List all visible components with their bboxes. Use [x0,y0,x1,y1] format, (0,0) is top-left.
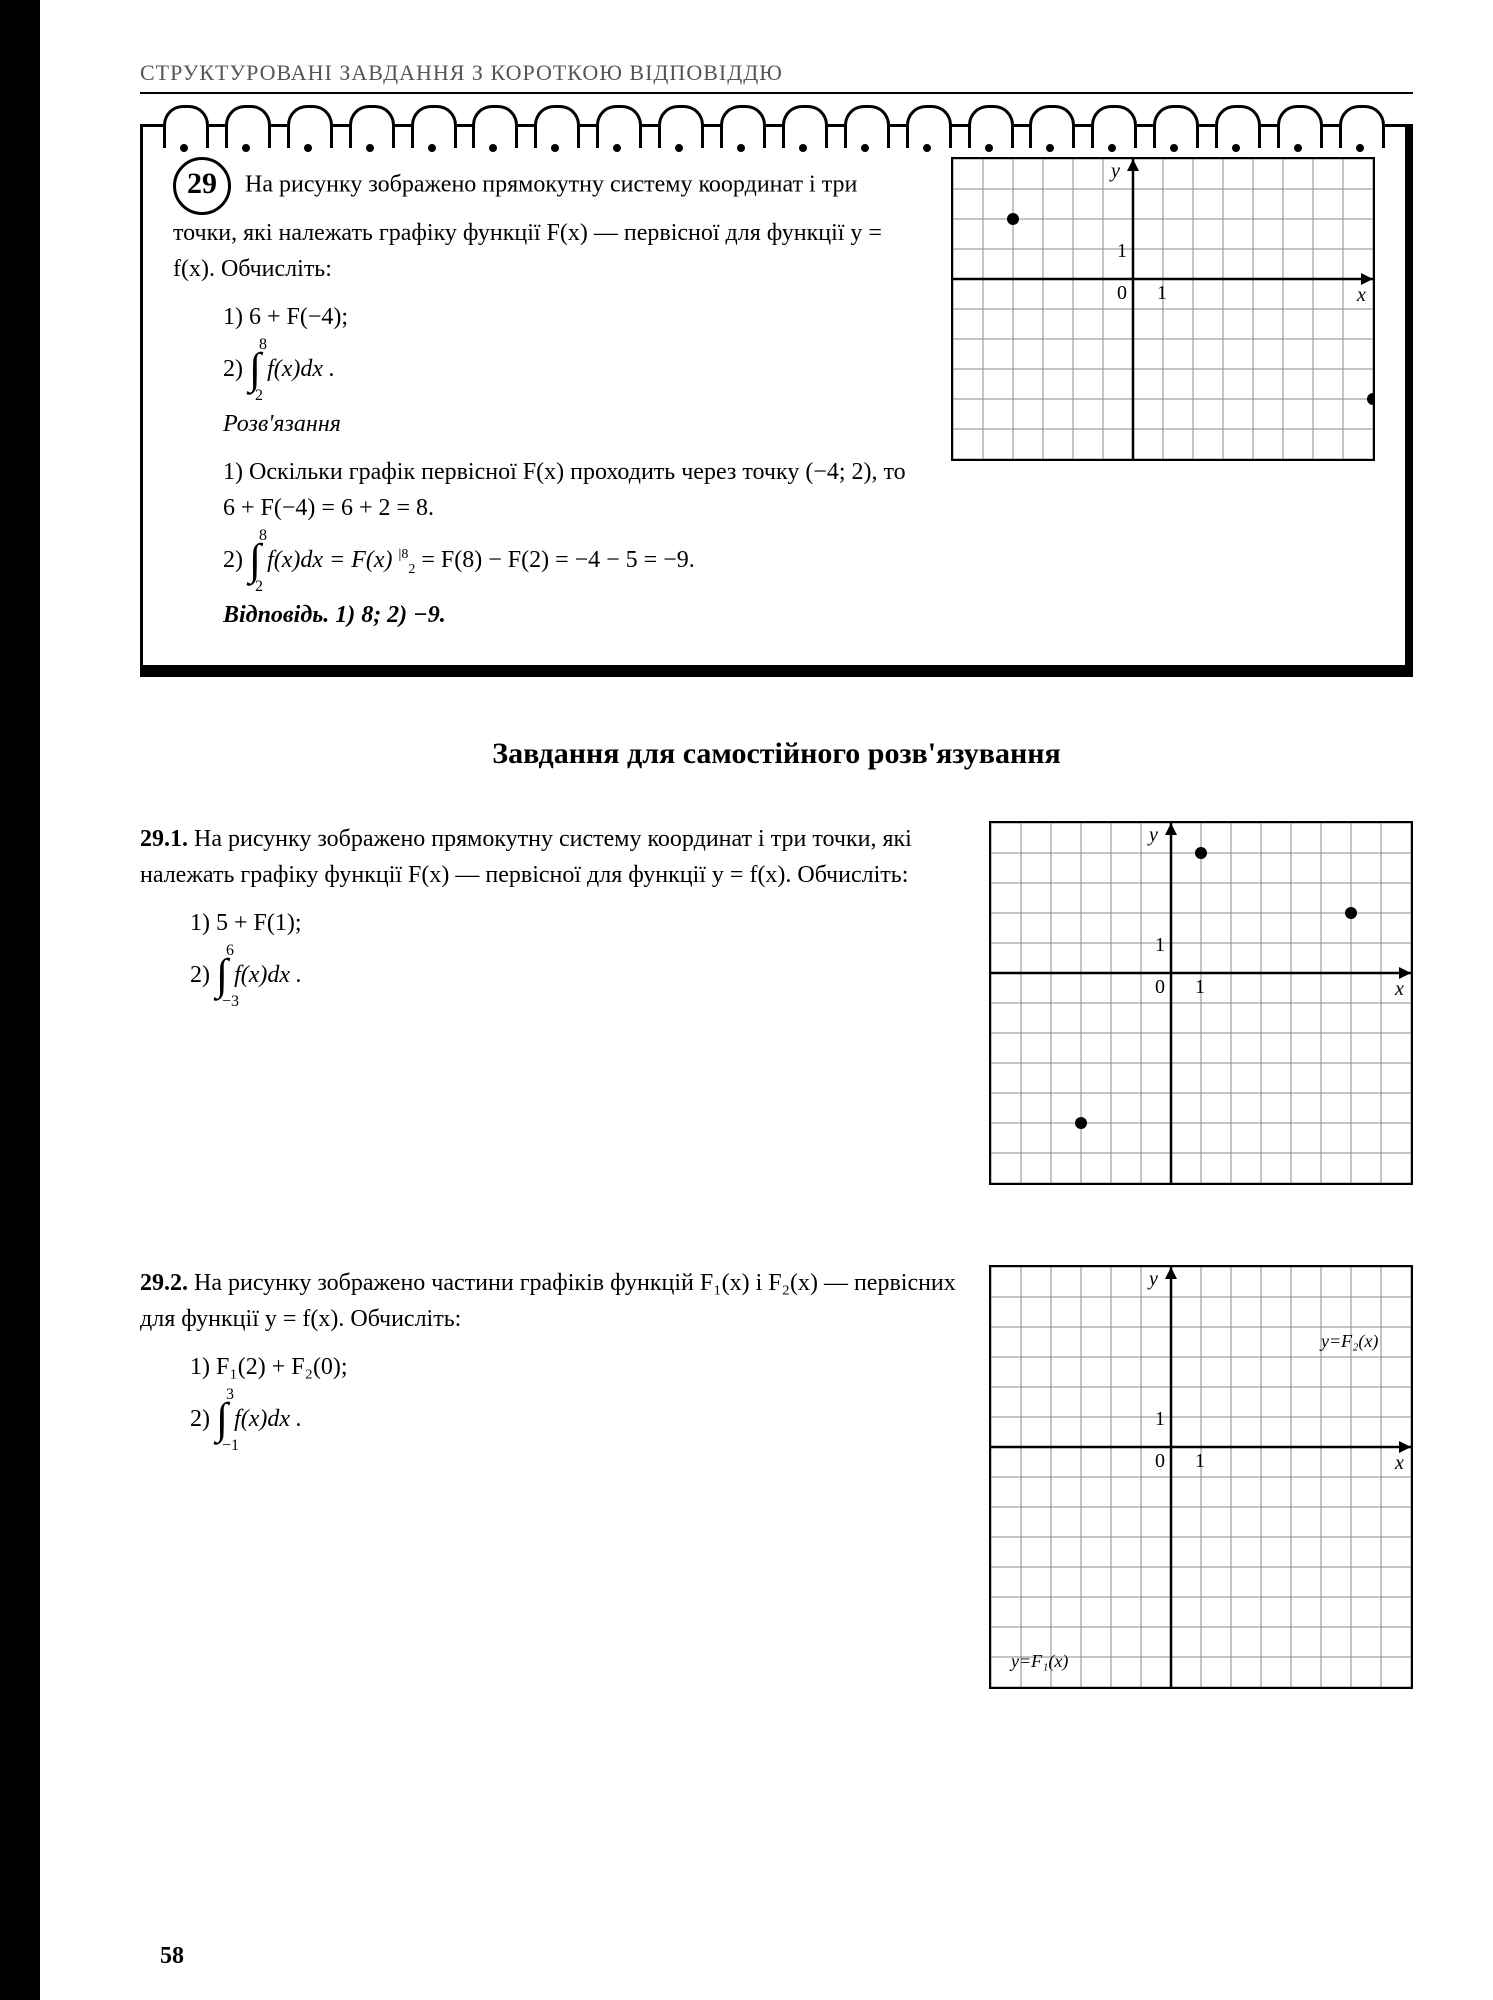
svg-text:0: 0 [1117,282,1127,304]
section-title: Завдання для самостійного розв'язування [140,737,1413,771]
task-29-text: 29 На рисунку зображено прямокутну систе… [173,157,921,645]
svg-text:y: y [1147,1268,1158,1290]
task-number-29: 29 [173,157,231,215]
solution-2: 2) 8 ∫ 2 f(x)dx = F(x) |82 = F(8) − F(2)… [223,538,921,585]
task-num-291: 29.1. [140,826,188,852]
sol2-prefix: 2) [223,547,243,573]
int-lower: −1 [222,1434,239,1458]
task-291-item1: 1) 5 + F(1); [190,905,959,941]
task-291-item2: 2) 6 ∫ −3 f(x)dx . [190,953,959,1000]
svg-text:1: 1 [1195,1450,1205,1472]
svg-text:y: y [1109,160,1120,182]
int-lower: 2 [255,384,263,408]
example-box: 29 На рисунку зображено прямокутну систе… [140,124,1413,677]
item2-prefix: 2) [223,356,243,382]
item2-prefix: 2) [190,962,210,988]
svg-text:y: y [1147,824,1158,846]
graph-29-1: y x 0 1 1 [989,821,1413,1185]
svg-text:1: 1 [1117,240,1127,262]
svg-text:y=F₂(x): y=F₂(x) [1319,1331,1378,1352]
int-upper: 8 [259,524,267,548]
svg-text:1: 1 [1195,976,1205,998]
task-29-intro: На рисунку зображено прямокутну систему … [173,172,882,282]
solution-1: 1) Оскільки графік первісної F(x) проход… [223,454,921,526]
svg-text:x: x [1394,978,1404,1000]
int-lower: 2 [255,575,263,599]
item2-prefix: 2) [190,1406,210,1432]
task-29-2: 29.2. На рисунку зображено частини графі… [140,1265,1413,1689]
task-291-intro: На рисунку зображено прямокутну систему … [140,826,912,888]
svg-text:x: x [1356,284,1366,306]
page-number: 58 [160,1943,184,1970]
svg-text:x: x [1394,1452,1404,1474]
svg-text:1: 1 [1155,934,1165,956]
sol2-rest: = F(8) − F(2) = −4 − 5 = −9. [421,547,694,573]
svg-text:0: 0 [1155,1450,1165,1472]
int-upper: 6 [226,939,234,963]
eval-upper: 8 [401,547,408,562]
integral-icon: 8 ∫ 2 [249,347,261,394]
task-num-292: 29.2. [140,1270,188,1296]
task-29-item1: 1) 6 + F(−4); [223,299,921,335]
page: СТРУКТУРОВАНІ ЗАВДАННЯ З КОРОТКОЮ ВІДПОВ… [0,0,1493,2000]
svg-text:1: 1 [1155,1408,1165,1430]
graph-29: y x 0 1 1 [951,157,1375,461]
task-292-intro: На рисунку зображено частини графіків фу… [140,1270,956,1332]
task-292-item2: 2) 3 ∫ −1 f(x)dx . [190,1397,959,1444]
svg-text:0: 0 [1155,976,1165,998]
task-292-item1: 1) F₁(2) + F₂(0); [190,1349,959,1385]
integral-icon: 6 ∫ −3 [216,953,228,1000]
solution-label: Розв'язання [223,406,921,442]
svg-text:1: 1 [1157,282,1167,304]
section-header: СТРУКТУРОВАНІ ЗАВДАННЯ З КОРОТКОЮ ВІДПОВ… [140,60,1413,94]
integrand: f(x)dx . [234,962,302,988]
integrand: f(x)dx . [234,1406,302,1432]
spiral-binding [163,105,1385,148]
sol2-mid: f(x)dx = F(x) [267,547,392,573]
integrand: f(x)dx . [267,356,335,382]
answer: Відповідь. 1) 8; 2) −9. [223,597,921,633]
integral-icon: 8 ∫ 2 [249,538,261,585]
int-upper: 8 [259,333,267,357]
eval-lower: 2 [408,562,415,577]
integral-icon: 3 ∫ −1 [216,1397,228,1444]
graph-29-2: y x 0 1 1 y=F₂(x) y=F₁(x) [989,1265,1413,1689]
task-29-1: 29.1. На рисунку зображено прямокутну си… [140,821,1413,1185]
svg-text:y=F₁(x): y=F₁(x) [1009,1651,1068,1672]
int-lower: −3 [222,990,239,1014]
int-upper: 3 [226,1383,234,1407]
task-29-item2: 2) 8 ∫ 2 f(x)dx . [223,347,921,394]
